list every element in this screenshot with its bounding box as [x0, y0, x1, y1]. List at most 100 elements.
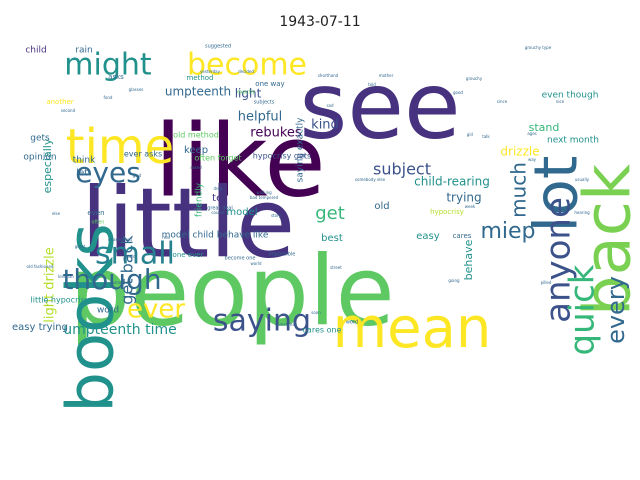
word-106: shorthand	[318, 73, 339, 78]
word-110: bad tempered	[250, 195, 279, 200]
word-118: nice	[556, 99, 565, 104]
word-107: yesterday	[200, 69, 221, 74]
word-105: walking	[256, 190, 272, 195]
word-8: lot	[522, 156, 592, 233]
word-103: fond	[104, 95, 113, 100]
word-113: could	[125, 254, 136, 259]
word-55: gets	[30, 134, 50, 144]
word-47: hypocrisy gets	[253, 152, 311, 161]
word-101: kleiman	[58, 274, 74, 279]
word-73: become one	[225, 256, 256, 262]
word-19: much	[507, 162, 531, 218]
word-64: asks	[108, 73, 124, 81]
word-62: one way	[255, 80, 284, 88]
word-30: rebukes	[250, 126, 302, 141]
word-35: especially	[41, 138, 54, 193]
word-82: girl	[467, 132, 473, 137]
word-3: people	[69, 235, 394, 347]
word-114: real	[162, 235, 170, 240]
word-99: decided	[238, 69, 254, 74]
word-26: child-rearing	[414, 175, 490, 189]
word-16: ever	[127, 295, 185, 325]
word-95: hearing	[574, 210, 590, 215]
word-2: little	[81, 167, 295, 279]
word-117: since	[497, 99, 508, 104]
word-42: easy	[416, 231, 439, 242]
word-43: model	[226, 207, 257, 218]
word-83: talk	[482, 134, 490, 139]
word-81: going	[448, 278, 460, 283]
word-60: cares one	[303, 326, 342, 335]
word-45: keep	[184, 145, 208, 156]
word-6: time	[66, 119, 174, 175]
word-46: saying exactly	[296, 117, 306, 183]
word-120: else	[52, 211, 61, 216]
word-38: next month	[547, 136, 599, 146]
word-69: another	[46, 98, 73, 106]
chart-title: 1943-07-11	[279, 14, 361, 30]
word-89: pilled	[541, 280, 552, 285]
word-28: light	[235, 87, 262, 101]
word-27: umpteenth	[165, 85, 231, 99]
word-65: cares	[453, 232, 472, 240]
word-10: quick	[563, 264, 603, 355]
word-66: hypocrisy	[430, 208, 464, 216]
word-7: mean	[333, 296, 492, 361]
word-111: old fashioned	[27, 264, 54, 269]
word-29: helpful	[238, 110, 283, 125]
word-48: often forget	[194, 154, 241, 163]
word-61: old	[374, 201, 389, 212]
word-59: little hypocrisy	[31, 296, 90, 305]
word-70: often	[92, 220, 105, 226]
word-21: get back	[118, 235, 137, 305]
word-51: ever asks	[124, 150, 162, 159]
word-33: behave	[462, 239, 475, 280]
word-5: back	[572, 164, 640, 316]
word-92: glad	[133, 173, 142, 178]
word-4: books	[55, 223, 129, 412]
word-109: good	[453, 90, 463, 95]
word-50: old method	[173, 131, 219, 140]
word-20: miep	[480, 219, 535, 244]
word-68: even	[87, 209, 104, 217]
word-98: course	[211, 210, 225, 215]
word-36: stand	[529, 121, 560, 134]
word-91: great	[75, 244, 86, 249]
word-115: soon	[311, 310, 321, 315]
word-86: told	[368, 82, 376, 87]
word-11: might	[64, 48, 152, 83]
word-77: sometimes	[275, 322, 297, 327]
word-84: story	[271, 213, 282, 218]
word-34: drizzle	[500, 145, 539, 159]
word-15: saying	[213, 304, 311, 339]
word-23: subject	[373, 160, 431, 179]
word-108: nearsighted	[108, 237, 132, 242]
word-57: rain	[75, 46, 92, 56]
word-116: second	[61, 108, 76, 113]
word-119: week	[465, 204, 476, 209]
word-32: trying	[446, 191, 481, 205]
word-37: even though	[542, 91, 599, 101]
word-97: world	[250, 261, 261, 266]
word-54: opinion	[23, 153, 56, 163]
word-13: small	[95, 237, 175, 272]
word-63: method	[186, 74, 213, 82]
word-72: exactly	[237, 90, 255, 96]
word-87: way	[528, 157, 537, 162]
word-18: every	[602, 276, 630, 344]
word-24: umpteenth time	[63, 322, 176, 338]
word-88: sad	[326, 103, 334, 108]
word-12: become	[187, 48, 307, 83]
word-1: like	[154, 102, 325, 219]
word-40: best	[321, 233, 343, 244]
word-96: street	[330, 265, 342, 270]
word-56: child	[25, 46, 46, 56]
word-41: easy trying	[12, 322, 68, 333]
word-39: model child behave like	[162, 231, 269, 241]
word-80: word	[346, 320, 358, 326]
word-44: tell	[212, 193, 228, 204]
word-85: ages	[527, 131, 537, 136]
word-31: kind	[311, 118, 339, 133]
word-52: let	[76, 169, 88, 179]
